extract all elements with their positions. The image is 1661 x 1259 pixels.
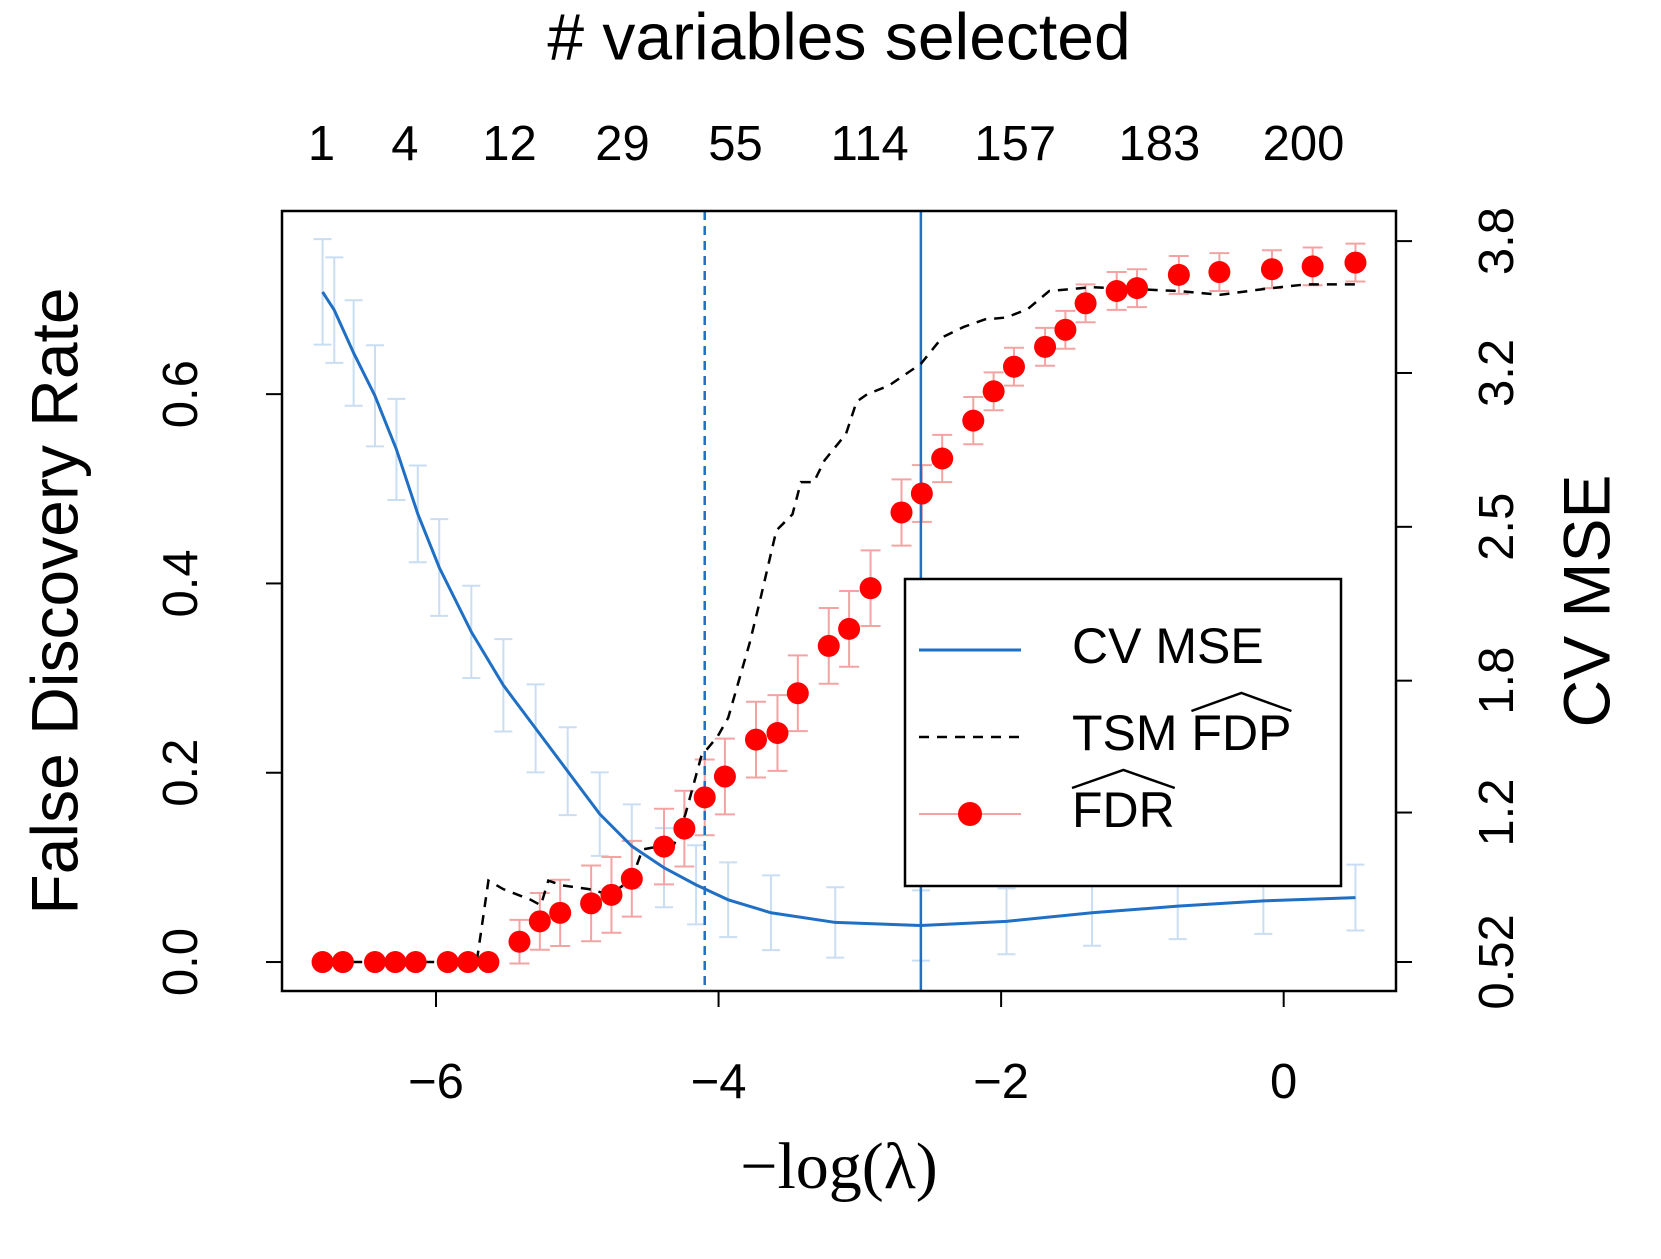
data-point: [910, 482, 933, 505]
data-point: [931, 447, 954, 470]
data-point: [859, 577, 882, 600]
x-tick-label: −6: [408, 1055, 464, 1109]
x2-tick-label: 29: [595, 117, 650, 171]
data-point: [528, 910, 551, 933]
data-point: [982, 380, 1005, 403]
y-tick-label: 0.6: [154, 360, 208, 428]
series-line: [321, 291, 1356, 928]
legend-label: FDR: [1072, 782, 1175, 838]
x2-tick-label: 12: [482, 117, 537, 171]
y-axis-title: False Discovery Rate: [17, 287, 91, 914]
data-point: [890, 501, 913, 524]
data-point: [713, 765, 736, 788]
data-point: [311, 951, 334, 974]
data-point: [1105, 279, 1128, 302]
x2-axis-title: # variables selected: [547, 0, 1130, 73]
data-point: [620, 867, 643, 890]
data-point: [580, 892, 603, 915]
series-line: [316, 283, 1356, 964]
data-point: [673, 817, 696, 840]
data-point: [1054, 318, 1077, 341]
data-point: [404, 951, 427, 974]
data-point: [766, 721, 789, 744]
x-tick-label: 0: [1270, 1055, 1297, 1109]
data-point: [600, 883, 623, 906]
legend-box: [903, 577, 1343, 888]
x-tick-label: −4: [691, 1055, 747, 1109]
y2-tick-label: 3.2: [1470, 339, 1524, 407]
y2-tick-label: 1.8: [1470, 647, 1524, 715]
data-point: [384, 951, 407, 974]
data-point: [962, 409, 985, 432]
y2-tick-label: 2.5: [1470, 493, 1524, 561]
data-point: [1260, 258, 1283, 281]
x-tick-label: −2: [973, 1055, 1029, 1109]
y2-tick-label: 0.52: [1470, 914, 1524, 1009]
data-point: [457, 951, 480, 974]
data-point: [744, 728, 767, 751]
legend-swatch: [958, 802, 982, 826]
data-point: [331, 951, 354, 974]
data-point: [508, 930, 531, 953]
x2-tick-label: 55: [708, 117, 763, 171]
data-point: [549, 901, 572, 924]
legend-label: CV MSE: [1072, 618, 1264, 674]
data-point: [1208, 261, 1231, 284]
x2-tick-label: 4: [391, 117, 418, 171]
data-point: [436, 951, 459, 974]
y-tick-label: 0.2: [154, 739, 208, 807]
data-point: [1002, 355, 1025, 378]
x-axis-title: −log(λ): [740, 1130, 938, 1203]
x2-tick-label: 200: [1263, 117, 1345, 171]
x2-tick-label: 183: [1118, 117, 1200, 171]
x2-tick-label: 1: [308, 117, 335, 171]
data-point: [693, 786, 716, 809]
data-point: [1301, 255, 1324, 278]
data-point: [653, 835, 676, 858]
data-point: [786, 682, 809, 705]
data-point: [817, 634, 840, 657]
hat-accent: [1071, 768, 1176, 790]
data-point: [838, 617, 861, 640]
y2-tick-label: 3.8: [1470, 207, 1524, 275]
data-point: [477, 951, 500, 974]
x2-tick-label: 157: [974, 117, 1056, 171]
legend-label: TSM FDP: [1072, 705, 1291, 761]
plot-frame: [280, 209, 1398, 993]
hat-accent: [1190, 691, 1292, 713]
data-point: [1167, 263, 1190, 286]
data-point: [1126, 277, 1149, 300]
data-point: [1034, 335, 1057, 358]
y2-axis-title: CV MSE: [1549, 474, 1623, 727]
x2-tick-label: 114: [831, 117, 909, 171]
data-point: [1344, 251, 1367, 274]
data-point: [1074, 292, 1097, 315]
y-tick-label: 0.0: [154, 928, 208, 996]
y2-tick-label: 1.2: [1470, 778, 1524, 846]
y-tick-label: 0.4: [154, 549, 208, 617]
data-point: [363, 951, 386, 974]
